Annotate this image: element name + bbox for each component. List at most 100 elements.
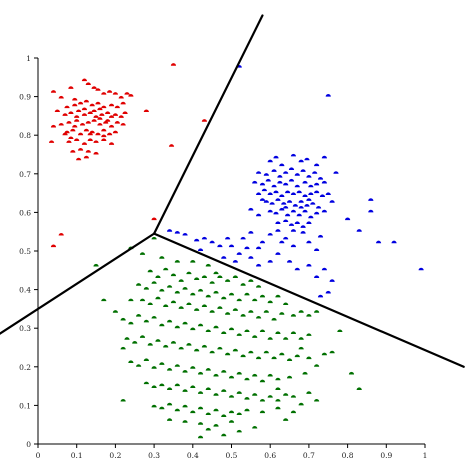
x-tick-label: 0 bbox=[36, 451, 41, 460]
data-point bbox=[128, 94, 134, 97]
data-point bbox=[201, 304, 208, 307]
data-point bbox=[128, 321, 134, 325]
data-point bbox=[209, 240, 215, 244]
data-point bbox=[112, 310, 118, 313]
data-point bbox=[151, 281, 157, 284]
data-point bbox=[205, 329, 211, 333]
data-point bbox=[277, 180, 283, 184]
data-point bbox=[205, 294, 211, 298]
data-point bbox=[182, 369, 188, 373]
data-point bbox=[95, 88, 101, 91]
data-point bbox=[159, 406, 165, 410]
data-point bbox=[306, 263, 312, 267]
data-point bbox=[306, 221, 312, 224]
data-point bbox=[290, 244, 297, 248]
data-point bbox=[259, 198, 266, 201]
data-point bbox=[244, 408, 250, 412]
data-point bbox=[120, 317, 126, 321]
data-point bbox=[101, 105, 107, 109]
data-point bbox=[285, 190, 291, 194]
data-point bbox=[294, 184, 300, 188]
data-point bbox=[178, 306, 184, 309]
boundary-line-2 bbox=[153, 232, 465, 368]
data-point bbox=[118, 95, 124, 99]
data-point bbox=[267, 159, 273, 163]
data-point bbox=[194, 348, 200, 352]
data-point bbox=[213, 393, 219, 396]
data-point bbox=[244, 397, 250, 400]
data-point bbox=[174, 364, 180, 367]
data-point bbox=[252, 425, 258, 429]
data-point bbox=[108, 124, 115, 128]
data-point bbox=[101, 128, 107, 132]
data-point bbox=[190, 410, 196, 414]
data-point bbox=[166, 418, 173, 421]
data-point bbox=[194, 238, 200, 242]
data-point bbox=[97, 122, 103, 126]
data-point bbox=[267, 192, 273, 196]
data-point bbox=[259, 240, 266, 244]
data-point bbox=[283, 393, 289, 396]
y-tick-label: 0 bbox=[26, 440, 31, 449]
data-point bbox=[248, 279, 254, 282]
data-point bbox=[294, 221, 300, 224]
data-point bbox=[155, 296, 161, 300]
x-tick-label: 0.7 bbox=[303, 451, 315, 460]
data-point bbox=[296, 190, 302, 194]
data-point bbox=[213, 424, 219, 427]
data-point bbox=[68, 111, 74, 114]
data-point bbox=[93, 263, 99, 267]
data-point bbox=[72, 124, 78, 128]
data-point bbox=[255, 285, 262, 288]
data-point bbox=[151, 404, 157, 408]
data-point bbox=[50, 90, 57, 93]
data-point bbox=[290, 395, 297, 398]
data-point bbox=[201, 236, 208, 240]
data-point bbox=[244, 246, 250, 250]
data-point bbox=[74, 115, 80, 118]
data-point bbox=[290, 331, 297, 334]
data-point bbox=[259, 329, 266, 333]
data-point bbox=[213, 325, 219, 329]
y-tick-label: 0.8 bbox=[19, 131, 31, 140]
data-point bbox=[170, 300, 177, 304]
data-point bbox=[186, 302, 192, 306]
data-point bbox=[306, 391, 312, 394]
data-point bbox=[275, 398, 281, 402]
data-point bbox=[298, 346, 304, 350]
data-point bbox=[279, 352, 285, 356]
data-point bbox=[221, 331, 227, 334]
series-2 bbox=[93, 236, 362, 439]
data-point bbox=[298, 337, 304, 340]
data-point bbox=[236, 412, 242, 416]
data-point bbox=[217, 346, 223, 350]
data-point bbox=[314, 364, 320, 367]
data-point bbox=[136, 283, 142, 286]
data-point bbox=[315, 205, 322, 209]
data-point bbox=[213, 408, 219, 412]
data-point bbox=[163, 344, 169, 348]
data-point bbox=[244, 377, 250, 381]
data-point bbox=[81, 142, 88, 145]
data-point bbox=[81, 78, 88, 82]
data-point bbox=[58, 95, 64, 99]
series-0 bbox=[48, 63, 208, 248]
data-point bbox=[314, 248, 320, 251]
data-point bbox=[273, 190, 279, 194]
data-point bbox=[267, 232, 273, 236]
data-point bbox=[182, 420, 188, 423]
data-point bbox=[174, 408, 180, 412]
data-point bbox=[151, 236, 157, 240]
data-point bbox=[286, 375, 293, 379]
data-point bbox=[76, 157, 82, 161]
data-point bbox=[85, 121, 91, 124]
data-point bbox=[147, 342, 153, 346]
x-tick-label: 0.6 bbox=[264, 451, 276, 460]
data-point bbox=[333, 171, 339, 174]
data-point bbox=[221, 389, 227, 392]
data-point bbox=[89, 130, 95, 134]
data-point bbox=[252, 335, 258, 338]
data-point bbox=[168, 144, 175, 147]
data-point bbox=[159, 288, 165, 292]
